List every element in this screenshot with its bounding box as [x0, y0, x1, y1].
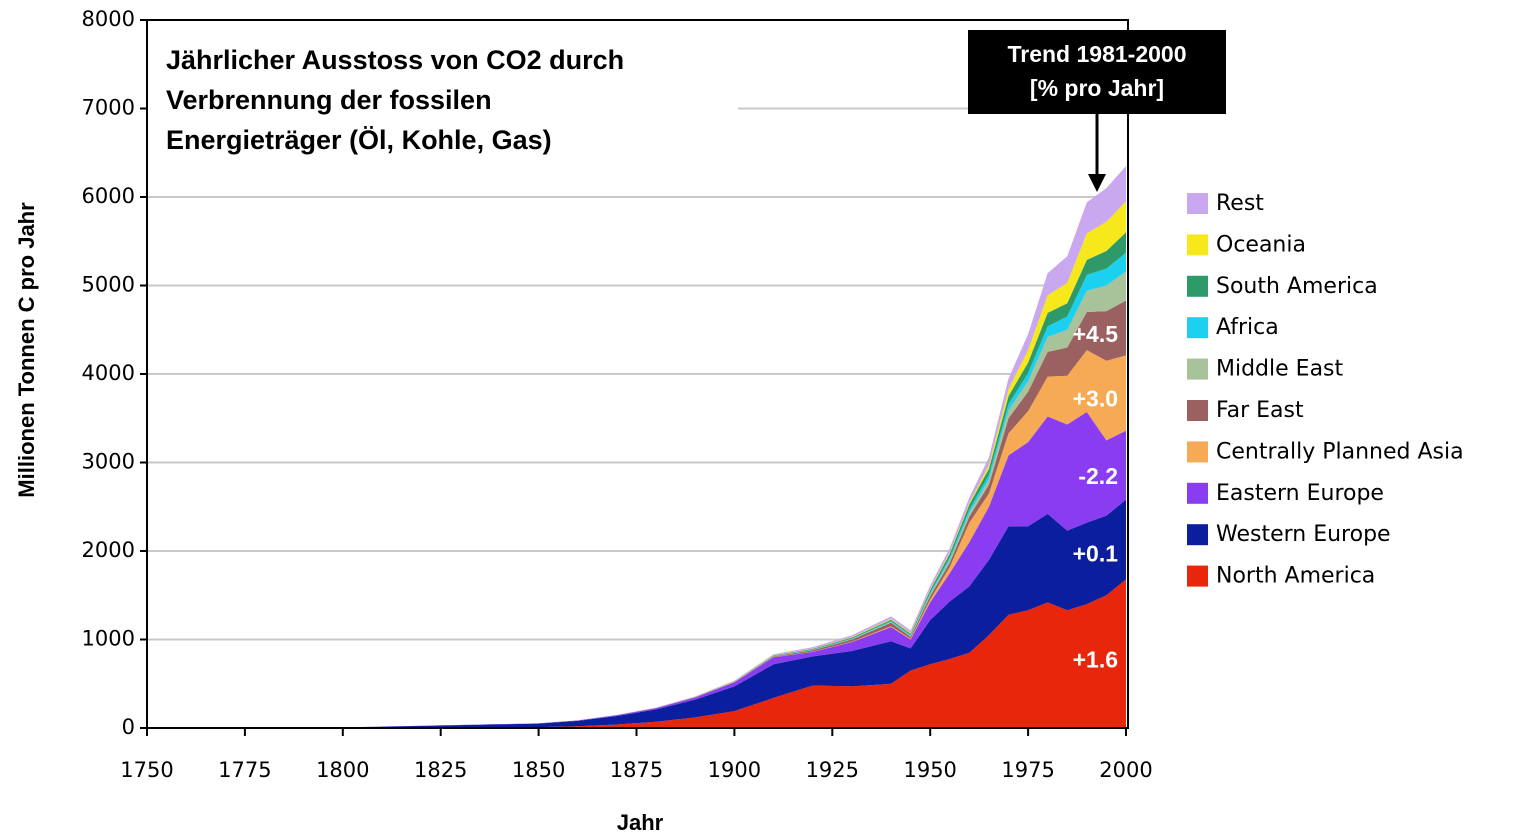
legend-swatch [1187, 193, 1208, 214]
legend-label: Far East [1216, 398, 1304, 423]
y-axis-label: Millionen Tonnen C pro Jahr [14, 202, 39, 498]
y-tick-label: 7000 [82, 96, 135, 120]
trend-box [968, 30, 1226, 114]
x-axis-label: Jahr [617, 810, 664, 835]
x-tick-label: 1775 [218, 758, 271, 782]
legend-swatch [1187, 441, 1208, 463]
title-backdrop [148, 36, 738, 166]
legend-label: Oceania [1216, 232, 1306, 257]
y-tick-label: 2000 [82, 538, 135, 562]
x-tick-label: 2000 [1099, 758, 1152, 782]
legend-swatch [1187, 565, 1208, 587]
y-tick-label: 4000 [82, 361, 135, 385]
legend-swatch [1187, 275, 1208, 297]
trend-title: Trend 1981-2000 [1007, 41, 1186, 67]
foreground: 0 1000 2000 3000 4000 5000 6000 7000 8000 1750 177… [82, 7, 1464, 782]
x-tick-label: 1825 [414, 758, 467, 782]
chart-title: Verbrennung der fossilen [166, 85, 492, 115]
legend-label: North America [1216, 564, 1375, 589]
trend-label: +0.1 [1073, 541, 1119, 567]
y-tick-label: 6000 [82, 184, 135, 208]
trend-label: +3.0 [1073, 386, 1118, 412]
chart-title: Energieträger (Öl, Kohle, Gas) [166, 125, 552, 155]
x-tick-label: 1950 [903, 758, 956, 782]
legend-label: Centrally Planned Asia [1216, 439, 1464, 464]
areas [147, 166, 1126, 728]
legend-swatch [1187, 358, 1208, 380]
x-tick-label: 1900 [708, 758, 761, 782]
x-tick-label: 1800 [316, 758, 369, 782]
trend-label: -2.2 [1078, 463, 1118, 489]
x-tick-label: 1750 [120, 758, 173, 782]
legend-swatch [1187, 524, 1208, 546]
area [147, 499, 1126, 728]
legend-label: Eastern Europe [1216, 481, 1384, 506]
y-tick-label: 3000 [82, 450, 135, 474]
legend-swatch [1187, 482, 1208, 504]
legend-label: Middle East [1216, 357, 1344, 382]
trend-subtitle: [% pro Jahr] [1030, 75, 1164, 101]
x-tick-label: 1975 [1001, 758, 1054, 782]
x-tick-label: 1925 [806, 758, 859, 782]
trend-arrowhead [1088, 174, 1106, 192]
area [147, 579, 1126, 728]
legend-label: Rest [1216, 191, 1264, 216]
x-tick-label: 1875 [610, 758, 663, 782]
y-tick-label: 8000 [82, 7, 135, 31]
legend-label: Western Europe [1216, 522, 1391, 547]
chart-title: Jährlicher Ausstoss von CO2 durch [166, 45, 624, 75]
y-tick-label: 1000 [82, 627, 135, 651]
legend-label: Africa [1216, 315, 1279, 340]
x-tick-label: 1850 [512, 758, 565, 782]
trend-label: +4.5 [1073, 321, 1119, 347]
legend-swatch [1187, 234, 1208, 256]
trend-label: +1.6 [1073, 647, 1118, 673]
area [147, 412, 1126, 728]
y-tick-label: 5000 [82, 273, 135, 297]
plot-frame [146, 19, 1129, 729]
legend-label: South America [1216, 274, 1378, 299]
y-tick-label: 0 [122, 715, 135, 739]
legend-swatch [1187, 400, 1208, 421]
legend-swatch [1187, 317, 1208, 339]
